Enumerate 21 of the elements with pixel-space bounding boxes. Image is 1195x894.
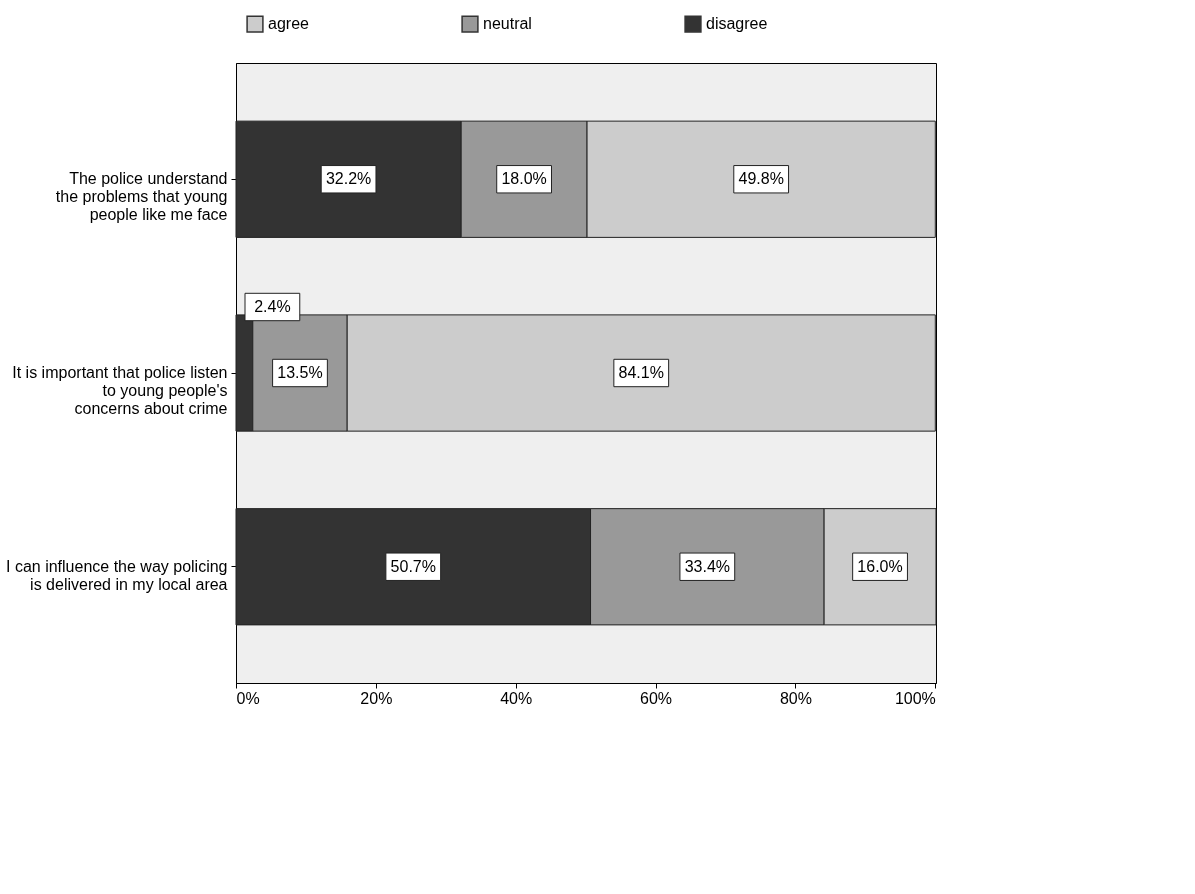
x-tick-label: 40% — [500, 689, 533, 707]
y-tick-label: It is important that police listen to young people's concerns about crime — [12, 364, 228, 417]
x-tick-label: 20% — [360, 689, 393, 707]
data-label: 32.2% — [325, 170, 372, 188]
data-label: 16.0% — [857, 557, 903, 575]
x-tick-label: 0% — [236, 689, 260, 707]
data-label: 33.4% — [684, 557, 731, 575]
data-label: 84.1% — [618, 364, 664, 381]
data-label: 2.4% — [254, 298, 291, 315]
x-tick-label: 80% — [779, 689, 812, 707]
data-label: 50.7% — [390, 557, 436, 575]
legend-label: neutral — [483, 15, 532, 33]
legend-label: agree — [268, 15, 310, 33]
y-tick-label: The police understand the problems that young people like me face — [55, 170, 228, 224]
x-tick-label: 60% — [640, 689, 673, 707]
x-tick-label: 100% — [894, 689, 936, 707]
legend-label: disagree — [706, 15, 768, 33]
y-tick-label: I can influence the way policing is delivered in my local area — [6, 557, 228, 593]
data-label: 13.5% — [277, 364, 323, 381]
data-label: 49.8% — [738, 170, 784, 188]
data-label: 18.0% — [501, 170, 547, 188]
